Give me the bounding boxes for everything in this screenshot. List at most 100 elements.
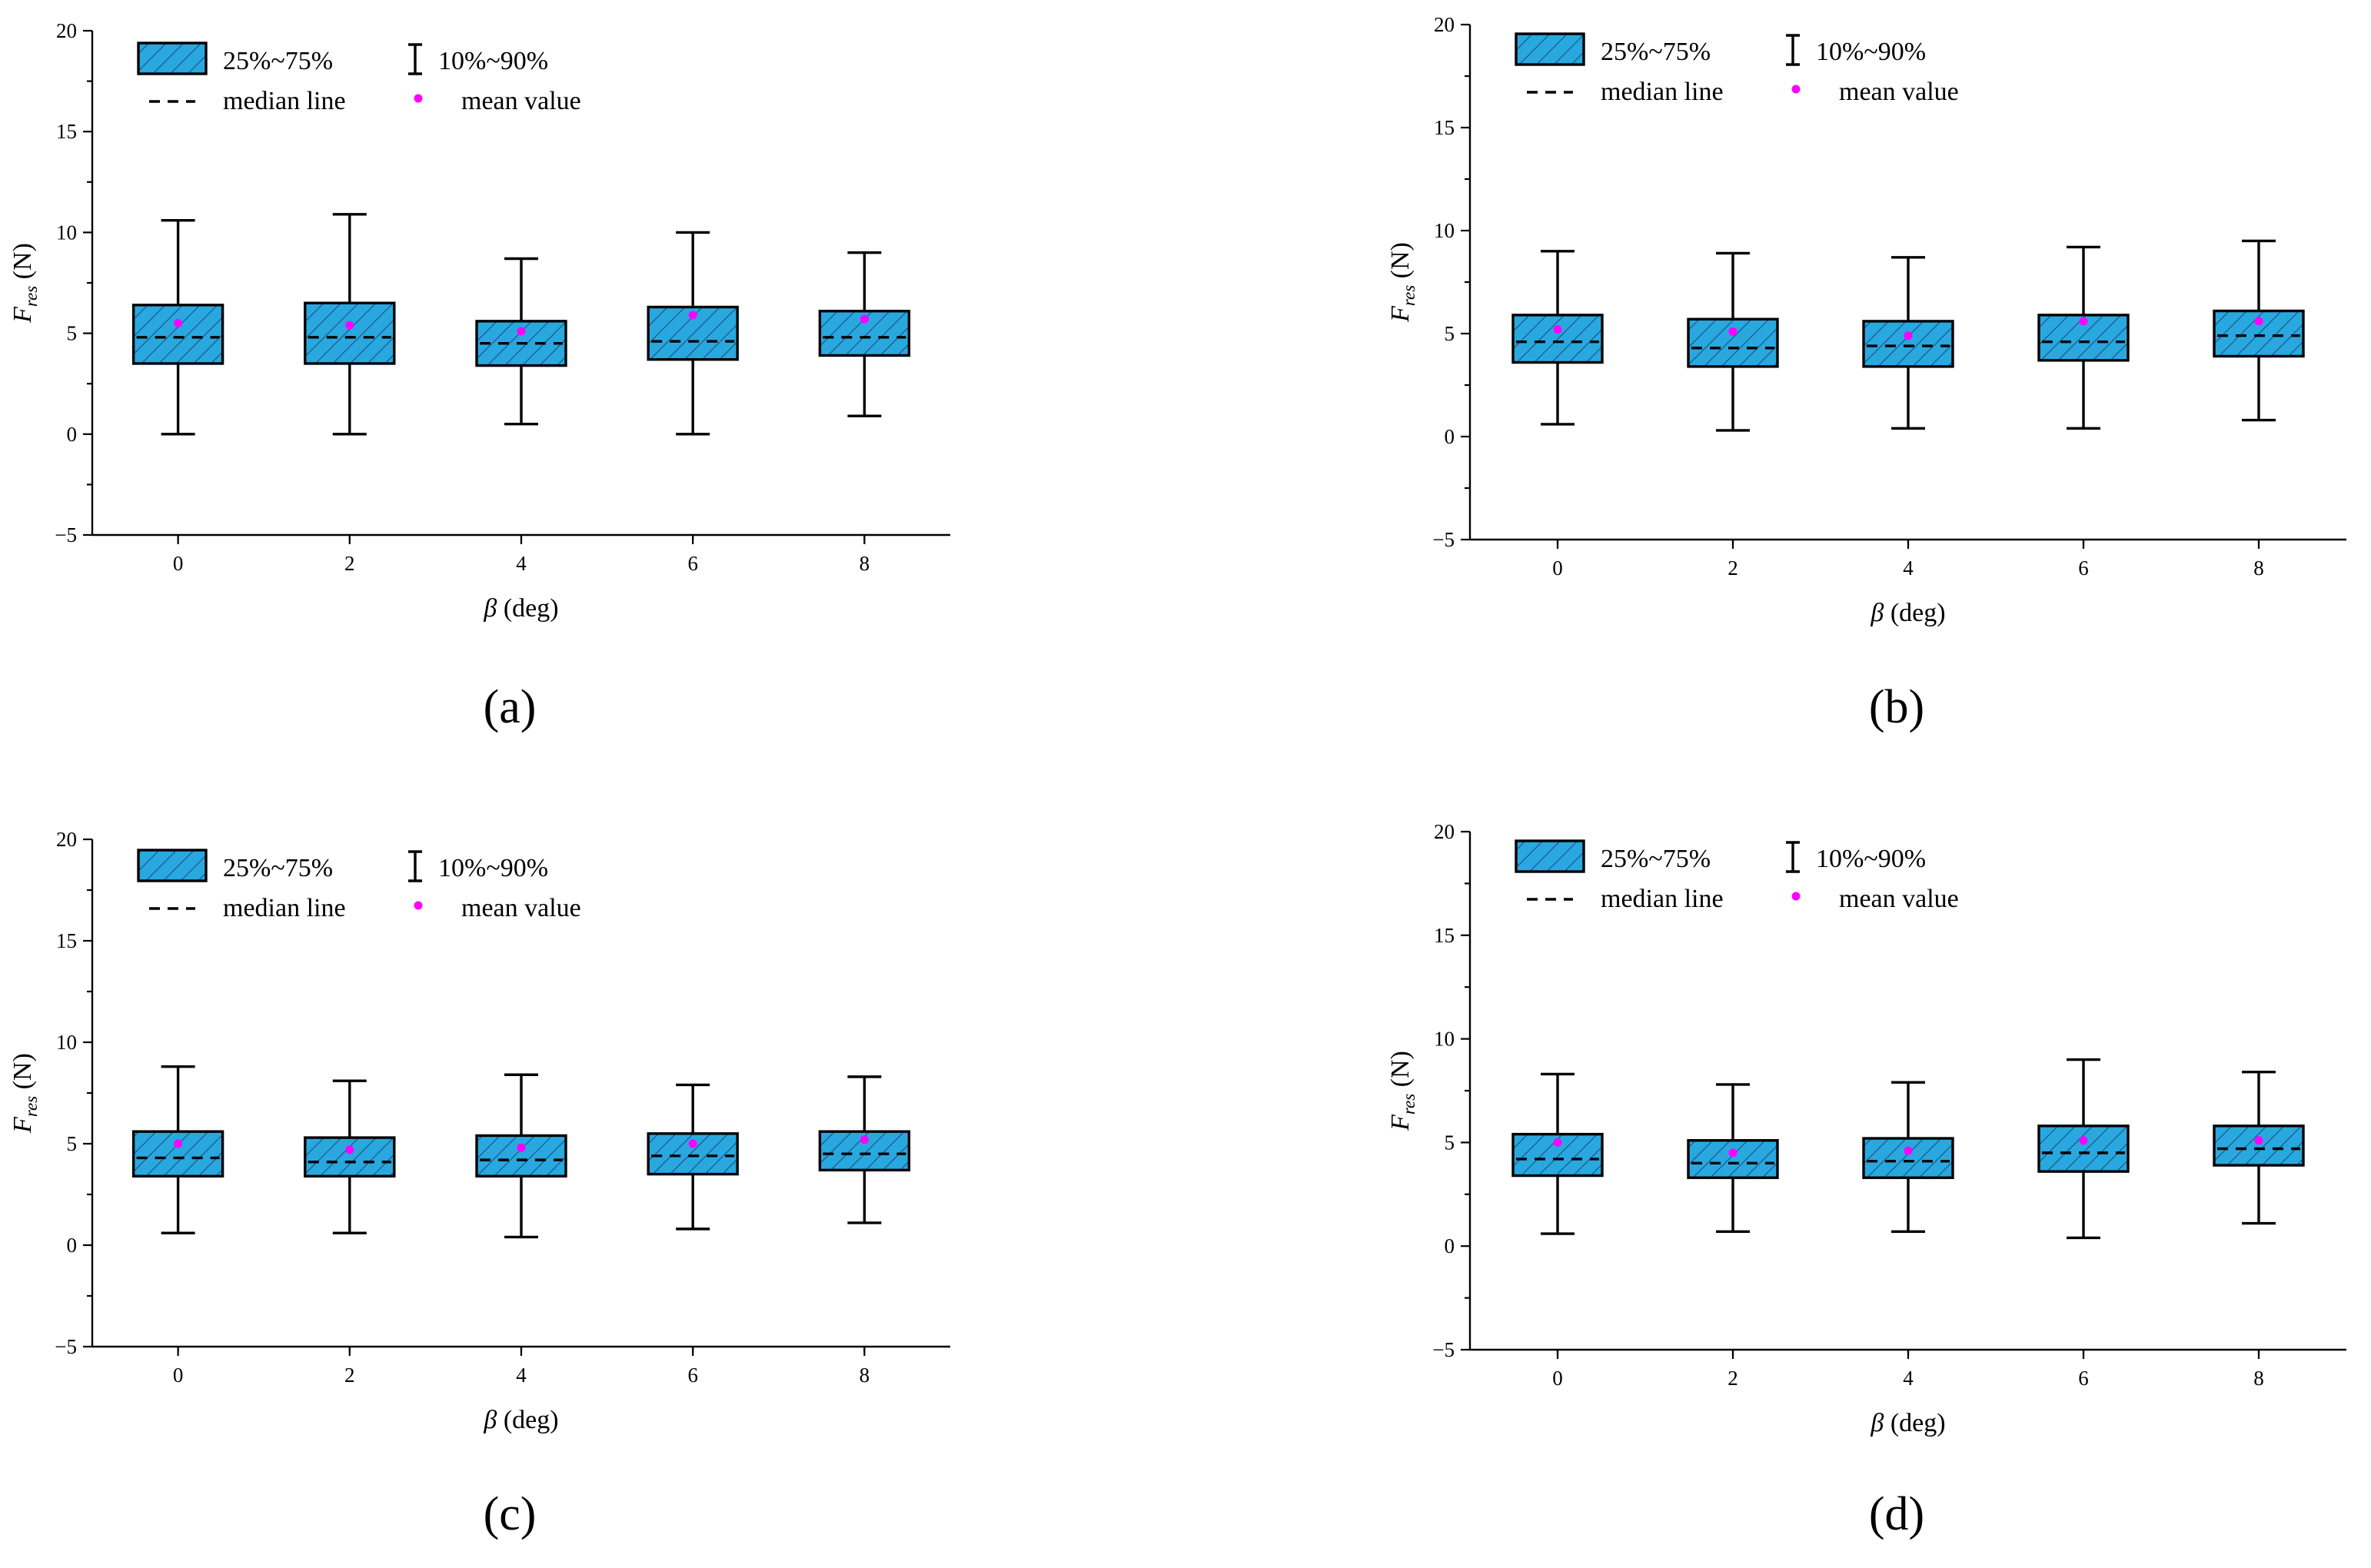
mean-point <box>345 321 354 330</box>
x-tick-label: 0 <box>173 1364 184 1387</box>
y-tick-label: 20 <box>1434 13 1455 36</box>
panel-a: −5 0 5 10 15 20 0 2 4 6 8 Fres (N) β (deg) 25%~75% 10%… <box>8 19 950 733</box>
x-tick-label: 8 <box>2253 1367 2264 1390</box>
x-tick-label: 6 <box>2078 1367 2089 1390</box>
x-tick-label: 2 <box>344 552 355 575</box>
iqr-box <box>1862 1137 1954 1179</box>
y-tick-label: 5 <box>1445 322 1455 345</box>
y-tick-label: 0 <box>1445 425 1455 448</box>
box-group-x0 <box>1511 250 1604 426</box>
mean-point <box>860 1135 869 1144</box>
x-axis-symbol: β <box>1870 1409 1884 1437</box>
x-tick-label: 4 <box>516 552 527 575</box>
iqr-box <box>1511 314 1604 364</box>
iqr-box <box>131 304 224 365</box>
y-tick-label: 10 <box>56 221 77 244</box>
x-tick-label: 4 <box>1903 556 1914 580</box>
legend-box-label: 25%~75% <box>1601 38 1711 66</box>
legend-whisker-label: 10%~90% <box>1816 845 1926 873</box>
x-tick-label: 2 <box>1728 1367 1738 1390</box>
legend-mean-swatch <box>1791 85 1801 94</box>
mean-point <box>1728 1148 1738 1158</box>
mean-point <box>1553 325 1562 334</box>
iqr-box <box>131 1130 224 1178</box>
y-tick-label: 0 <box>1445 1234 1455 1257</box>
mean-point <box>1553 1138 1562 1147</box>
y-tick-label: 5 <box>67 1132 78 1155</box>
y-tick-label: 20 <box>56 19 77 42</box>
iqr-box <box>304 301 396 365</box>
legend-whisker-label: 10%~90% <box>1816 38 1926 66</box>
panel-label: (a) <box>484 681 537 733</box>
legend-mean-label: mean value <box>461 894 581 922</box>
y-axis-symbol: F <box>8 1116 37 1134</box>
y-tick-label: 10 <box>56 1031 77 1054</box>
x-axis-title: β (deg) <box>1870 599 1945 627</box>
panel-d: −5 0 5 10 15 20 0 2 4 6 8 Fres (N) β (deg) 25%~75% 10%… <box>1386 820 2346 1540</box>
panel-label: (d) <box>1869 1488 1924 1540</box>
box-group-x4 <box>475 257 567 426</box>
y-axis-unit: (N) <box>1386 242 1415 285</box>
legend: 25%~75% 10%~90% median line mean value <box>137 849 581 922</box>
mean-point <box>2079 317 2088 326</box>
x-tick-label: 6 <box>687 1364 698 1387</box>
panel-c: −5 0 5 10 15 20 0 2 4 6 8 Fres (N) β (deg) 25%~75% 10%… <box>8 828 950 1540</box>
box-group-x2 <box>304 213 396 436</box>
y-axis-subscript: res <box>22 286 41 307</box>
legend-box-swatch <box>137 42 208 75</box>
y-axis-subscript: res <box>1399 285 1418 306</box>
legend: 25%~75% 10%~90% median line mean value <box>137 42 581 115</box>
legend-mean-label: mean value <box>1839 885 1959 913</box>
mean-point <box>345 1145 354 1154</box>
iqr-box <box>2213 1125 2305 1167</box>
box-group-x2 <box>1687 1083 1779 1234</box>
box-group-x2 <box>304 1079 396 1234</box>
x-axis-symbol: β <box>483 1406 497 1434</box>
y-tick-label: −5 <box>55 1335 77 1358</box>
x-tick-label: 0 <box>173 552 184 575</box>
y-tick-label: 15 <box>56 120 77 143</box>
iqr-box <box>304 1136 396 1178</box>
x-axis-title: β (deg) <box>483 594 558 623</box>
box-group-x8 <box>818 251 911 417</box>
legend-box-label: 25%~75% <box>223 47 333 75</box>
y-tick-label: −5 <box>1432 1338 1455 1361</box>
mean-point <box>517 327 526 336</box>
y-axis-symbol: F <box>1386 305 1415 323</box>
box-group-x0 <box>131 218 224 436</box>
mean-point <box>1904 1146 1913 1155</box>
y-axis-unit: (N) <box>8 243 37 286</box>
box-group-x0 <box>1511 1072 1604 1235</box>
legend-box-swatch <box>137 849 208 882</box>
legend-box-swatch <box>1515 32 1585 66</box>
y-tick-label: 5 <box>1445 1131 1455 1154</box>
y-axis-title: Fres (N) <box>8 1053 41 1134</box>
box-group-x8 <box>2213 1071 2305 1225</box>
legend-mean-label: mean value <box>461 87 581 115</box>
panel-b: −5 0 5 10 15 20 0 2 4 6 8 Fres (N) β (deg) 25%~75% 10%… <box>1386 13 2346 733</box>
panel-label: (c) <box>484 1488 537 1540</box>
y-tick-label: −5 <box>55 523 77 546</box>
mean-point <box>517 1143 526 1152</box>
x-tick-label: 2 <box>1728 556 1738 580</box>
x-tick-label: 4 <box>516 1364 527 1387</box>
mean-point <box>1904 331 1913 341</box>
legend-mean-swatch <box>1791 892 1801 901</box>
legend-median-label: median line <box>223 87 346 115</box>
y-axis-symbol: F <box>8 306 37 324</box>
x-tick-label: 0 <box>1552 1367 1563 1390</box>
legend-mean-swatch <box>414 94 423 103</box>
y-tick-label: 20 <box>56 828 77 851</box>
y-axis-subscript: res <box>1399 1094 1418 1115</box>
mean-point <box>688 1139 697 1148</box>
legend-median-label: median line <box>223 894 346 922</box>
x-axis-symbol: β <box>483 594 497 623</box>
iqr-box <box>1687 317 1779 368</box>
mean-point <box>174 318 183 327</box>
y-axis-title: Fres (N) <box>8 243 41 324</box>
x-axis-unit: (deg) <box>1884 1409 1945 1437</box>
x-axis-symbol: β <box>1870 599 1884 627</box>
x-tick-label: 2 <box>344 1364 355 1387</box>
y-axis-subscript: res <box>22 1096 41 1117</box>
